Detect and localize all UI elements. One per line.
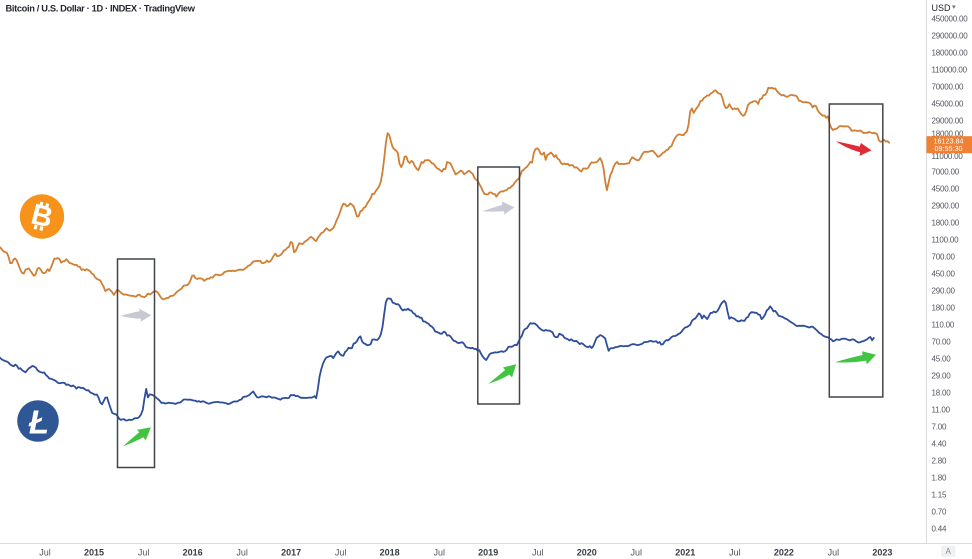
svg-text:2020: 2020 bbox=[577, 548, 597, 558]
svg-text:Jul: Jul bbox=[729, 548, 741, 558]
svg-text:2021: 2021 bbox=[675, 548, 695, 558]
svg-text:45.00: 45.00 bbox=[932, 354, 952, 363]
svg-text:11000.00: 11000.00 bbox=[932, 152, 964, 161]
svg-text:700.00: 700.00 bbox=[932, 252, 956, 261]
svg-text:7000.00: 7000.00 bbox=[932, 167, 960, 176]
svg-text:2900.00: 2900.00 bbox=[932, 201, 960, 210]
svg-text:Jul: Jul bbox=[433, 548, 445, 558]
svg-text:2017: 2017 bbox=[281, 548, 301, 558]
svg-text:2018: 2018 bbox=[380, 548, 400, 558]
svg-text:Jul: Jul bbox=[138, 548, 150, 558]
svg-text:1100.00: 1100.00 bbox=[932, 235, 960, 244]
svg-text:Jul: Jul bbox=[532, 548, 544, 558]
svg-text:45000.00: 45000.00 bbox=[932, 99, 965, 108]
svg-text:Ł: Ł bbox=[28, 404, 49, 441]
svg-text:2015: 2015 bbox=[84, 548, 104, 558]
svg-text:Bitcoin / U.S. Dollar · 1D · I: Bitcoin / U.S. Dollar · 1D · INDEX · Tra… bbox=[6, 4, 196, 14]
svg-text:1800.00: 1800.00 bbox=[932, 218, 960, 227]
svg-text:18000.00: 18000.00 bbox=[932, 130, 965, 139]
svg-text:Jul: Jul bbox=[828, 548, 840, 558]
svg-text:4500.00: 4500.00 bbox=[932, 184, 960, 193]
svg-text:Jul: Jul bbox=[39, 548, 51, 558]
svg-text:0.70: 0.70 bbox=[932, 507, 948, 516]
svg-text:Jul: Jul bbox=[335, 548, 347, 558]
svg-text:70000.00: 70000.00 bbox=[932, 82, 965, 91]
svg-text:1.80: 1.80 bbox=[932, 473, 948, 482]
svg-text:4.40: 4.40 bbox=[932, 439, 948, 448]
svg-text:450.00: 450.00 bbox=[932, 269, 956, 278]
svg-text:2.80: 2.80 bbox=[932, 456, 948, 465]
svg-text:A: A bbox=[946, 547, 952, 556]
svg-text:180.00: 180.00 bbox=[932, 303, 956, 312]
svg-text:09:55:30: 09:55:30 bbox=[935, 144, 963, 153]
svg-text:1.15: 1.15 bbox=[932, 490, 948, 499]
svg-text:Jul: Jul bbox=[236, 548, 248, 558]
svg-text:2022: 2022 bbox=[774, 548, 794, 558]
svg-text:2016: 2016 bbox=[183, 548, 203, 558]
svg-text:11.00: 11.00 bbox=[932, 405, 951, 414]
svg-text:2023: 2023 bbox=[872, 548, 892, 558]
svg-text:29000.00: 29000.00 bbox=[932, 116, 965, 125]
svg-text:18.00: 18.00 bbox=[932, 388, 952, 397]
svg-text:290.00: 290.00 bbox=[932, 286, 956, 295]
svg-text:USD: USD bbox=[932, 3, 952, 13]
svg-text:450000.00: 450000.00 bbox=[932, 14, 969, 23]
svg-text:7.00: 7.00 bbox=[932, 422, 948, 431]
svg-text:290000.00: 290000.00 bbox=[932, 31, 969, 40]
svg-text:180000.00: 180000.00 bbox=[932, 48, 969, 57]
svg-text:110000.00: 110000.00 bbox=[932, 65, 968, 74]
svg-text:0.44: 0.44 bbox=[932, 524, 948, 533]
svg-text:29.00: 29.00 bbox=[932, 371, 952, 380]
svg-text:Jul: Jul bbox=[631, 548, 643, 558]
svg-text:70.00: 70.00 bbox=[932, 337, 952, 346]
svg-text:16123.84: 16123.84 bbox=[934, 136, 964, 145]
svg-text:2019: 2019 bbox=[478, 548, 498, 558]
svg-text:110.00: 110.00 bbox=[932, 320, 955, 329]
